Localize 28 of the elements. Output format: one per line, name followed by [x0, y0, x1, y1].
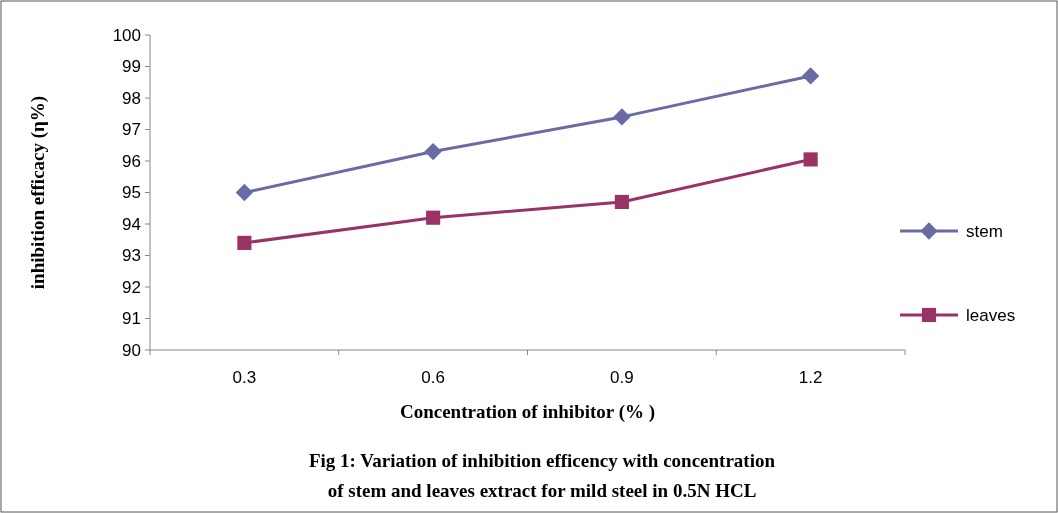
x-tick-label: 0.3: [232, 368, 257, 387]
y-tick-label: 94: [122, 214, 141, 234]
legend-label: leaves: [966, 305, 1016, 325]
point: [803, 152, 818, 167]
y-tick-label: 93: [122, 246, 141, 266]
x-tick-label: 0.9: [610, 368, 634, 387]
x-tick-label: 1.2: [798, 368, 823, 387]
point: [235, 183, 254, 202]
point: [614, 194, 629, 210]
legend-label: stem: [966, 221, 1003, 241]
y-tick-label: 95: [122, 183, 141, 203]
y-tick-label: 96: [122, 151, 141, 171]
y-tick-label: 97: [122, 120, 141, 140]
y-tick-label: 91: [122, 309, 141, 329]
x-axis-title: Concentration of inhibitor (% ): [399, 401, 656, 423]
point: [613, 108, 631, 126]
y-tick-label: 99: [122, 57, 141, 77]
point: [424, 142, 442, 161]
y-tick-label: 100: [112, 25, 141, 45]
point: [801, 67, 820, 85]
text: Fig 1: Variation of inhibition efficency with concentration of stem and leaves extract for mild steel in 0.5N HCL: [308, 450, 776, 501]
point: [426, 210, 441, 225]
x-tick-label: 0.6: [421, 368, 445, 387]
y-tick-label: 92: [122, 277, 141, 297]
y-tick-label: 90: [122, 340, 141, 360]
point: [237, 235, 252, 250]
y-axis-title: inhibition efficacy (η%): [27, 95, 49, 290]
y-tick-label: 98: [122, 88, 141, 108]
